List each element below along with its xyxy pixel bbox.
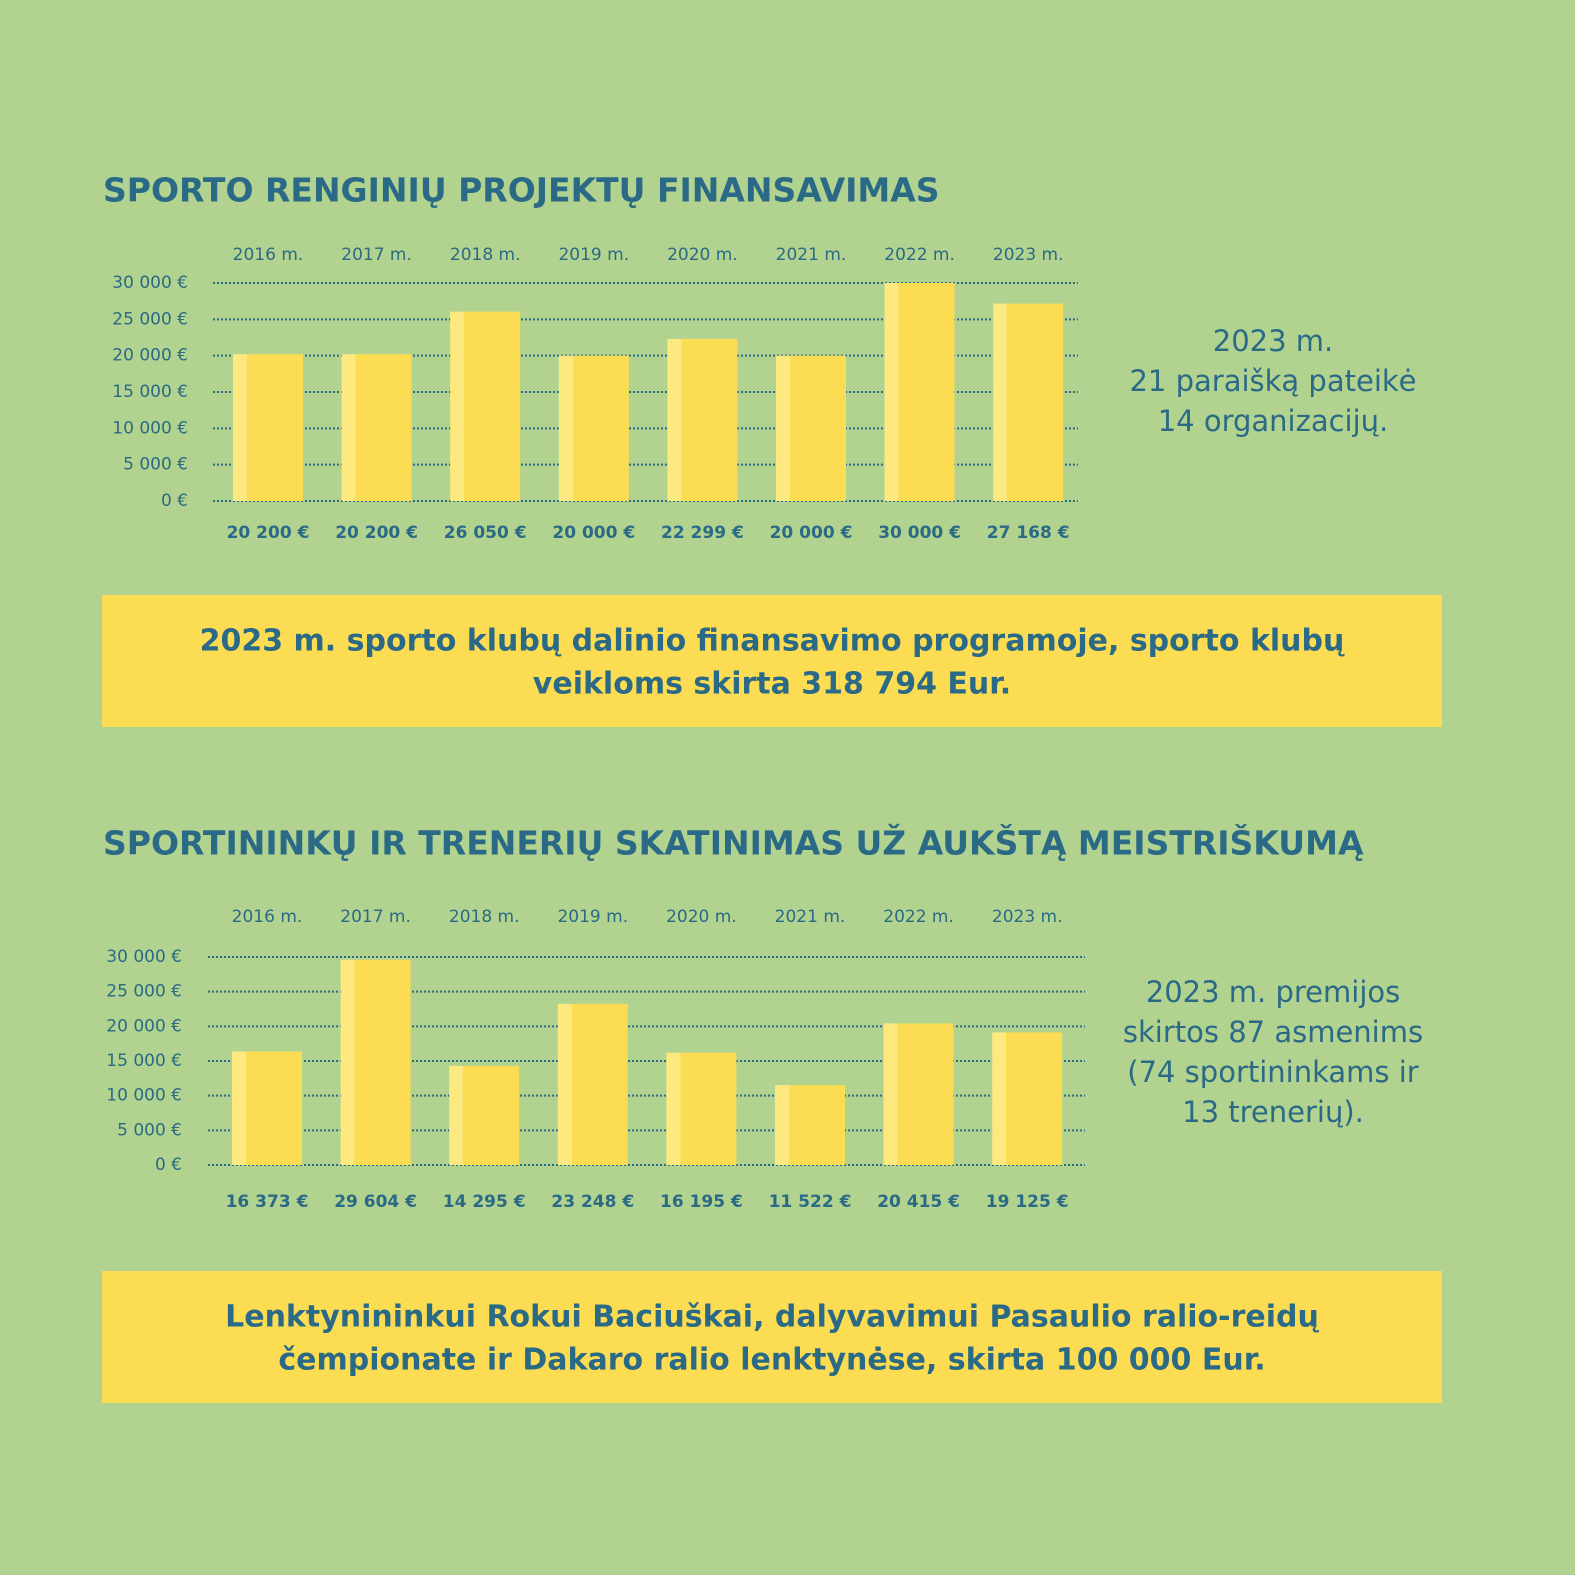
value-label: 14 295 € — [443, 1192, 526, 1212]
x-tick-label: 2019 m. — [558, 245, 629, 265]
value-label: 19 125 € — [986, 1192, 1069, 1212]
banner-text: čempionate ir Dakaro ralio lenktynėse, s… — [278, 1343, 1265, 1378]
banner — [102, 595, 1442, 727]
banner-text: Lenktynininkui Rokui Baciuškai, dalyvavi… — [225, 1300, 1319, 1335]
value-label: 23 248 € — [551, 1192, 634, 1212]
bar — [883, 1023, 954, 1165]
x-tick-label: 2021 m. — [776, 245, 847, 265]
value-label: 16 195 € — [660, 1192, 743, 1212]
value-label: 20 000 € — [552, 523, 635, 543]
bar — [450, 311, 521, 501]
value-label: 30 000 € — [878, 523, 961, 543]
x-tick-label: 2023 m. — [993, 245, 1064, 265]
y-tick-label: 0 € — [161, 491, 188, 511]
x-tick-label: 2021 m. — [775, 907, 846, 927]
bar — [341, 354, 412, 501]
x-tick-label: 2020 m. — [667, 245, 738, 265]
y-tick-label: 25 000 € — [112, 309, 188, 329]
y-tick-label: 5 000 € — [117, 1120, 182, 1140]
x-tick-label: 2020 m. — [666, 907, 737, 927]
value-label: 27 168 € — [987, 523, 1070, 543]
value-label: 26 050 € — [444, 523, 527, 543]
banner-text: veikloms skirta 318 794 Eur. — [533, 667, 1011, 702]
y-tick-label: 30 000 € — [112, 273, 188, 293]
y-tick-label: 0 € — [155, 1155, 182, 1175]
x-tick-label: 2018 m. — [449, 907, 520, 927]
value-label: 20 200 € — [335, 523, 418, 543]
y-tick-label: 5 000 € — [123, 455, 188, 475]
annotation: (74 sportininkams ir — [1127, 1055, 1419, 1089]
chart-title: SPORTO RENGINIŲ PROJEKTŲ FINANSAVIMAS — [103, 171, 940, 210]
value-label: 20 200 € — [227, 523, 310, 543]
value-label: 22 299 € — [661, 523, 744, 543]
bar — [992, 1032, 1063, 1165]
banner — [102, 1271, 1442, 1403]
y-tick-label: 10 000 € — [106, 1086, 182, 1106]
bar — [558, 355, 629, 501]
bar — [449, 1065, 520, 1165]
bar — [884, 283, 955, 501]
annotation: 14 organizacijų. — [1158, 404, 1389, 438]
annotation: 2023 m. premijos — [1146, 975, 1400, 1009]
y-tick-label: 20 000 € — [112, 346, 188, 366]
bar — [340, 959, 411, 1165]
bar — [557, 1003, 628, 1165]
bar — [233, 354, 303, 501]
x-tick-label: 2018 m. — [450, 245, 521, 265]
bar — [776, 355, 846, 501]
bar — [666, 1052, 737, 1165]
x-tick-label: 2016 m. — [232, 907, 303, 927]
annotation: 21 paraišką pateikė — [1129, 364, 1416, 398]
banner-text: 2023 m. sporto klubų dalinio finansavimo… — [200, 624, 1345, 659]
x-tick-label: 2023 m. — [992, 907, 1063, 927]
x-tick-label: 2016 m. — [233, 245, 304, 265]
y-tick-label: 25 000 € — [106, 982, 182, 1002]
x-tick-label: 2022 m. — [883, 907, 954, 927]
x-tick-label: 2022 m. — [884, 245, 955, 265]
y-tick-label: 30 000 € — [106, 947, 182, 967]
chart-title: SPORTININKŲ IR TRENERIŲ SKATINIMAS UŽ AU… — [103, 823, 1364, 863]
annotation: 13 trenerių). — [1182, 1095, 1364, 1129]
x-tick-label: 2019 m. — [557, 907, 628, 927]
y-tick-label: 15 000 € — [112, 382, 188, 402]
annotation: 2023 m. — [1213, 324, 1334, 358]
bar — [232, 1051, 302, 1165]
annotation: skirtos 87 asmenims — [1123, 1015, 1423, 1049]
value-label: 11 522 € — [769, 1192, 852, 1212]
y-tick-label: 10 000 € — [112, 418, 188, 438]
bar — [775, 1085, 845, 1165]
value-label: 20 415 € — [877, 1192, 960, 1212]
x-tick-label: 2017 m. — [340, 907, 411, 927]
value-label: 20 000 € — [770, 523, 853, 543]
y-tick-label: 15 000 € — [106, 1051, 182, 1071]
value-label: 16 373 € — [226, 1192, 309, 1212]
value-label: 29 604 € — [334, 1192, 417, 1212]
bar — [667, 338, 738, 501]
bar — [993, 303, 1064, 501]
x-tick-label: 2017 m. — [341, 245, 412, 265]
y-tick-label: 20 000 € — [106, 1016, 182, 1036]
